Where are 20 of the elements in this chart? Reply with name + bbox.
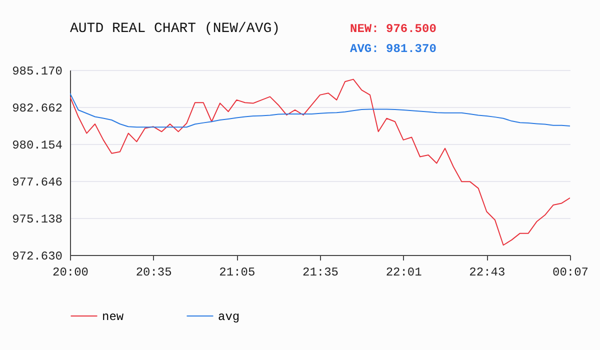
text: AVG: 981.370 — [350, 42, 436, 56]
x-tick-label: 20:35 — [136, 266, 172, 280]
x-tick-label: 22:43 — [469, 266, 506, 280]
x-tick-label: 20:00 — [52, 266, 89, 280]
y-tick-label: 975.138 — [12, 212, 62, 226]
y-tick-label: 985.170 — [12, 64, 62, 78]
text: NEW: 976.500 — [350, 22, 436, 36]
x-tick-label: 00:07 — [552, 266, 589, 280]
y-tick-label: 972.630 — [12, 250, 62, 264]
legend-label: avg — [218, 310, 240, 324]
x-tick-label: 22:01 — [386, 266, 422, 280]
chart-title: AUTD REAL CHART (NEW/AVG) — [70, 21, 280, 37]
legend-label: new — [102, 310, 124, 324]
x-tick-label: 21:05 — [219, 266, 256, 280]
line-series — [70, 78, 570, 246]
x-tick-label: 21:35 — [302, 266, 339, 280]
y-tick-label: 982.662 — [12, 102, 62, 116]
line-series — [70, 92, 570, 128]
y-tick-label: 980.154 — [12, 138, 62, 152]
y-tick-label: 977.646 — [12, 176, 62, 190]
